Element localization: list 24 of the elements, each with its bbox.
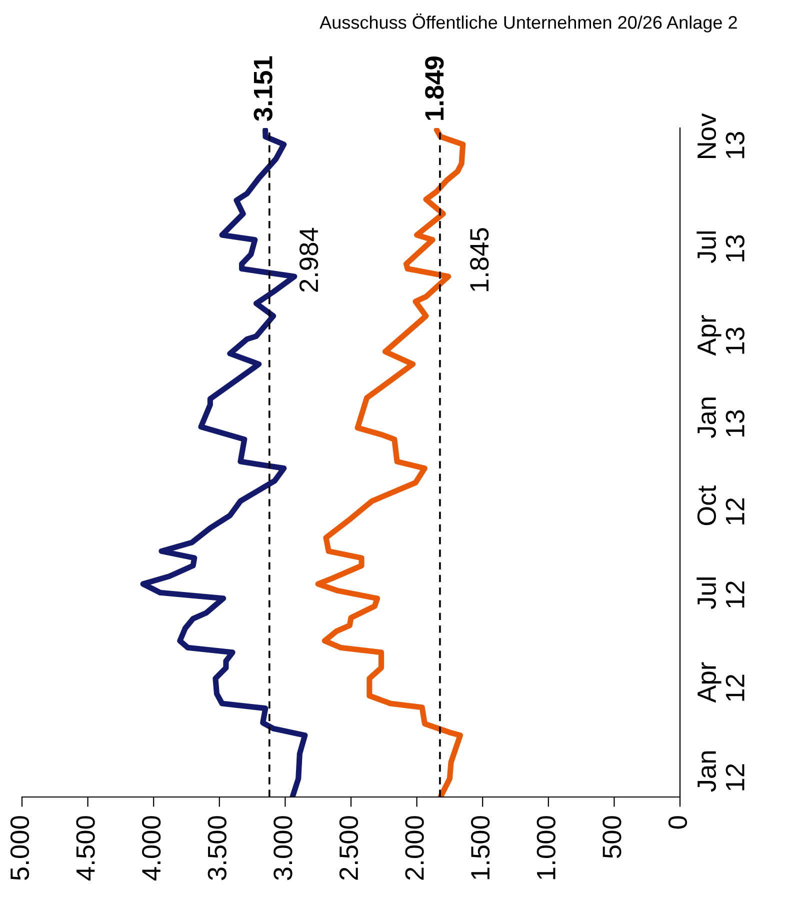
y-tick-label: Jan 12	[698, 751, 744, 792]
x-tick-label: 2.000	[405, 816, 424, 880]
y-tick-label: Jul 13	[696, 231, 744, 264]
y-tick-label: Nov 13	[698, 113, 744, 158]
x-tick-label: 2.500	[339, 816, 358, 880]
data-label: 3.151	[254, 56, 272, 121]
x-tick-label: 5.000	[10, 816, 30, 880]
y-tick-label: Apr 13	[698, 315, 744, 356]
data-label: 1.849	[425, 56, 444, 120]
x-tick-label: 0	[668, 816, 688, 829]
x-tick-label: 3.500	[208, 816, 226, 880]
y-tick-label: Oct 12	[697, 486, 744, 526]
y-tick-label: Jul 12	[696, 578, 744, 610]
x-tick-label: 1.500	[470, 816, 490, 880]
y-tick-label: Apr 12	[698, 662, 744, 703]
x-tick-label: 1.000	[536, 816, 556, 880]
x-tick-label: 4.000	[142, 816, 161, 880]
x-tick-label: 500	[602, 816, 622, 858]
x-tick-label: 4.500	[76, 816, 95, 880]
annotation: 2.984	[299, 228, 318, 292]
text: Ausschuss Öffentliche Unternehmen 20/26 Anlage 2	[320, 14, 737, 32]
x-tick-label: 3.000	[274, 816, 292, 880]
y-tick-label: Jan 13	[698, 398, 744, 438]
annotation: 1.845	[470, 228, 489, 292]
